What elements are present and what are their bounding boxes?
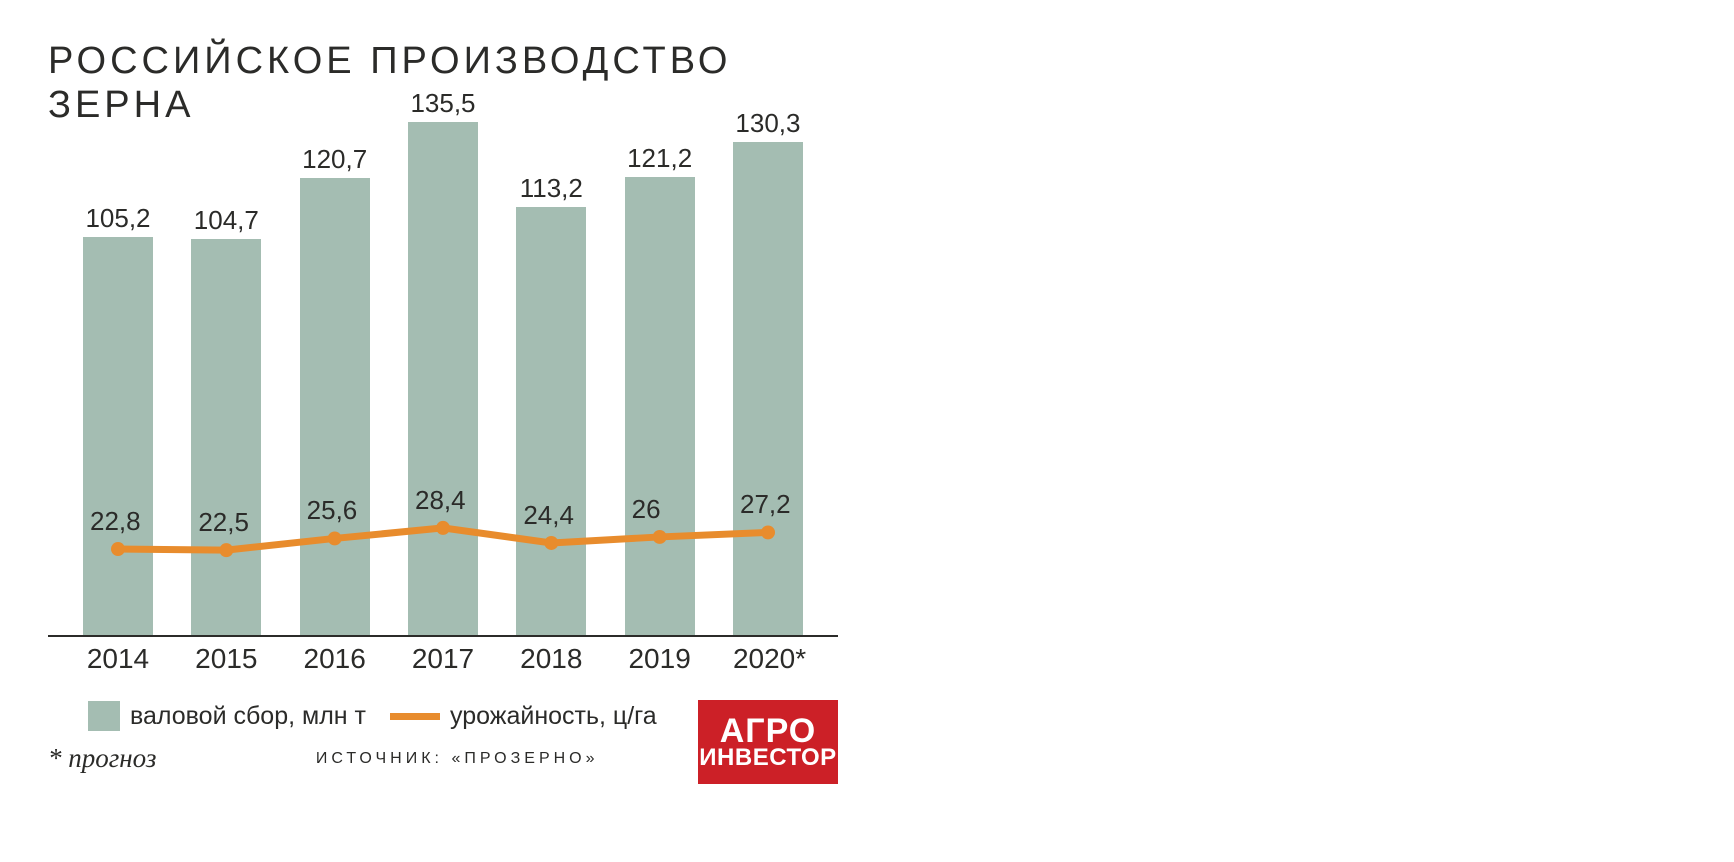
bar-group: 105,2	[83, 237, 153, 635]
legend-line-label: урожайность, ц/га	[450, 702, 657, 731]
x-tick-label: 2015	[191, 643, 261, 675]
bar-group: 120,7	[300, 178, 370, 635]
bar-value-label: 113,2	[516, 173, 586, 204]
x-tick-label: 2019	[625, 643, 695, 675]
logo-line-2: ИНВЕСТОР	[698, 747, 838, 770]
bar: 104,7	[191, 239, 261, 635]
bar-value-label: 121,2	[625, 143, 695, 174]
plot-area: 105,2 104,7 120,7 135,5 113,2 121,2 130,3 22,8…	[48, 107, 838, 637]
bar: 121,2	[625, 177, 695, 636]
bar-value-label: 130,3	[733, 108, 803, 139]
bar: 130,3	[733, 142, 803, 635]
bar: 120,7	[300, 178, 370, 635]
line-value-label: 26	[632, 494, 661, 525]
line-value-label: 22,5	[198, 507, 249, 538]
line-value-label: 27,2	[740, 489, 791, 520]
bar-group: 121,2	[625, 177, 695, 636]
x-tick-label: 2018	[516, 643, 586, 675]
grain-chart: РОССИЙСКОЕ ПРОИЗВОДСТВО ЗЕРНА 105,2104,7…	[48, 40, 838, 774]
x-tick-label: 2014	[83, 643, 153, 675]
line-value-label: 28,4	[415, 485, 466, 516]
bar-group: 130,3	[733, 142, 803, 635]
x-tick-label: 2016	[300, 643, 370, 675]
line-swatch-icon	[390, 713, 440, 720]
bar-group: 135,5	[408, 122, 478, 635]
x-axis-labels: 2014 2015 2016 2017 2018 2019 2020*	[83, 643, 803, 675]
bar-value-label: 135,5	[408, 88, 478, 119]
line-value-label: 22,8	[90, 506, 141, 537]
logo-line-1: АГРО	[698, 715, 838, 747]
bar-value-label: 104,7	[191, 205, 261, 236]
bar-value-label: 105,2	[83, 203, 153, 234]
bar-swatch-icon	[88, 701, 120, 731]
bar-value-label: 120,7	[300, 144, 370, 175]
bar: 113,2	[516, 207, 586, 636]
legend-bar-label: валовой сбор, млн т	[130, 702, 366, 731]
x-tick-label: 2020*	[733, 643, 803, 675]
line-value-label: 25,6	[307, 495, 358, 526]
bar: 105,2	[83, 237, 153, 635]
bar-group: 104,7	[191, 239, 261, 635]
bar-group: 113,2	[516, 207, 586, 636]
bar: 135,5	[408, 122, 478, 635]
title-line-1: РОССИЙСКОЕ ПРОИЗВОДСТВО	[48, 40, 731, 82]
agroinvestor-logo: АГРО ИНВЕСТОР	[698, 700, 838, 784]
line-value-label: 24,4	[523, 500, 574, 531]
x-tick-label: 2017	[408, 643, 478, 675]
